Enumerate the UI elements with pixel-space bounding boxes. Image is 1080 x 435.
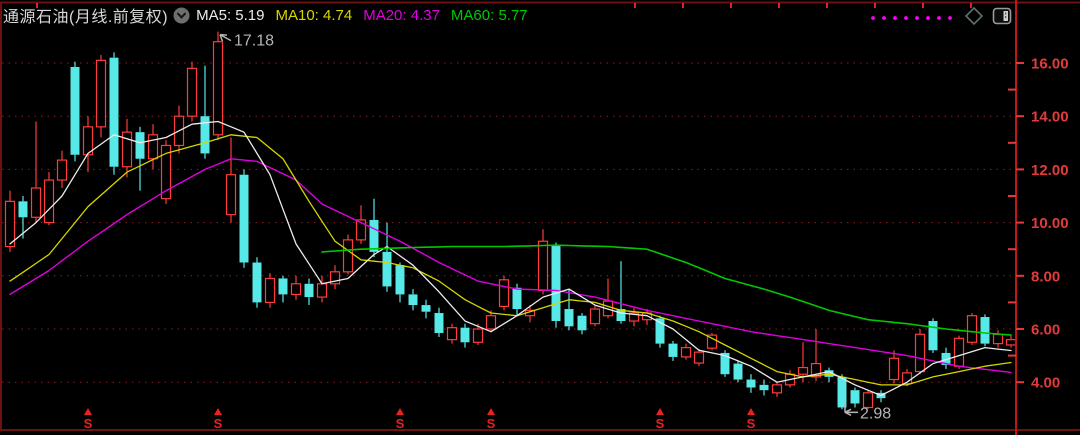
- dividend-marker[interactable]: S: [84, 416, 93, 431]
- low-price-annotation: 2.98: [860, 405, 891, 422]
- panel-icon[interactable]: [992, 7, 1012, 25]
- magenta-dotted-line: [868, 11, 956, 21]
- dividend-marker[interactable]: S: [487, 416, 496, 431]
- chart-header: 通源石油(月线.前复权) MA5: 5.19 MA10: 4.74 MA20: 4.…: [3, 4, 539, 27]
- dividend-marker[interactable]: S: [214, 416, 223, 431]
- y-axis-label: 4.00: [1031, 375, 1060, 392]
- ma-legend-item: MA60: 5.77: [450, 6, 528, 24]
- stock-title: 通源石油(月线.前复权): [3, 9, 169, 26]
- y-axis-label: 6.00: [1031, 322, 1060, 339]
- grid-lines: [2, 62, 1014, 383]
- y-axis-label: 10.00: [1031, 215, 1069, 232]
- toolbar: [860, 6, 1012, 26]
- ma-line-ma60: [321, 244, 1012, 336]
- y-axis-label: 12.00: [1031, 162, 1069, 179]
- ma-line-ma5: [9, 120, 1012, 397]
- ma-legend-item: MA20: 4.37: [363, 6, 440, 24]
- y-axis-label: 8.00: [1031, 268, 1060, 285]
- ma-legend-item: MA10: 4.74: [275, 6, 353, 24]
- chevron-down-icon[interactable]: [173, 7, 190, 24]
- high-price-annotation: 17.18: [234, 33, 274, 50]
- y-axis-label: 16.00: [1031, 56, 1069, 73]
- y-axis: 16.00 14.00 12.00 10.00 8.00 6.00 4.00: [1008, 56, 1069, 392]
- y-axis-label: 14.00: [1031, 109, 1069, 126]
- candles: [4, 31, 1017, 410]
- dividend-marker[interactable]: S: [656, 416, 665, 431]
- ma-legend: MA5: 5.19 MA10: 4.74 MA20: 4.37 MA60: 5.77: [196, 7, 539, 24]
- ma-line-ma10: [9, 134, 1012, 386]
- ma-legend-item: MA5: 5.19: [196, 6, 265, 24]
- dividend-marker[interactable]: S: [747, 416, 756, 431]
- diamond-icon[interactable]: [964, 6, 984, 26]
- dividend-marker[interactable]: S: [396, 416, 405, 431]
- annotations: 17.18 2.98: [219, 33, 891, 422]
- ma-line-ma20: [9, 158, 1012, 374]
